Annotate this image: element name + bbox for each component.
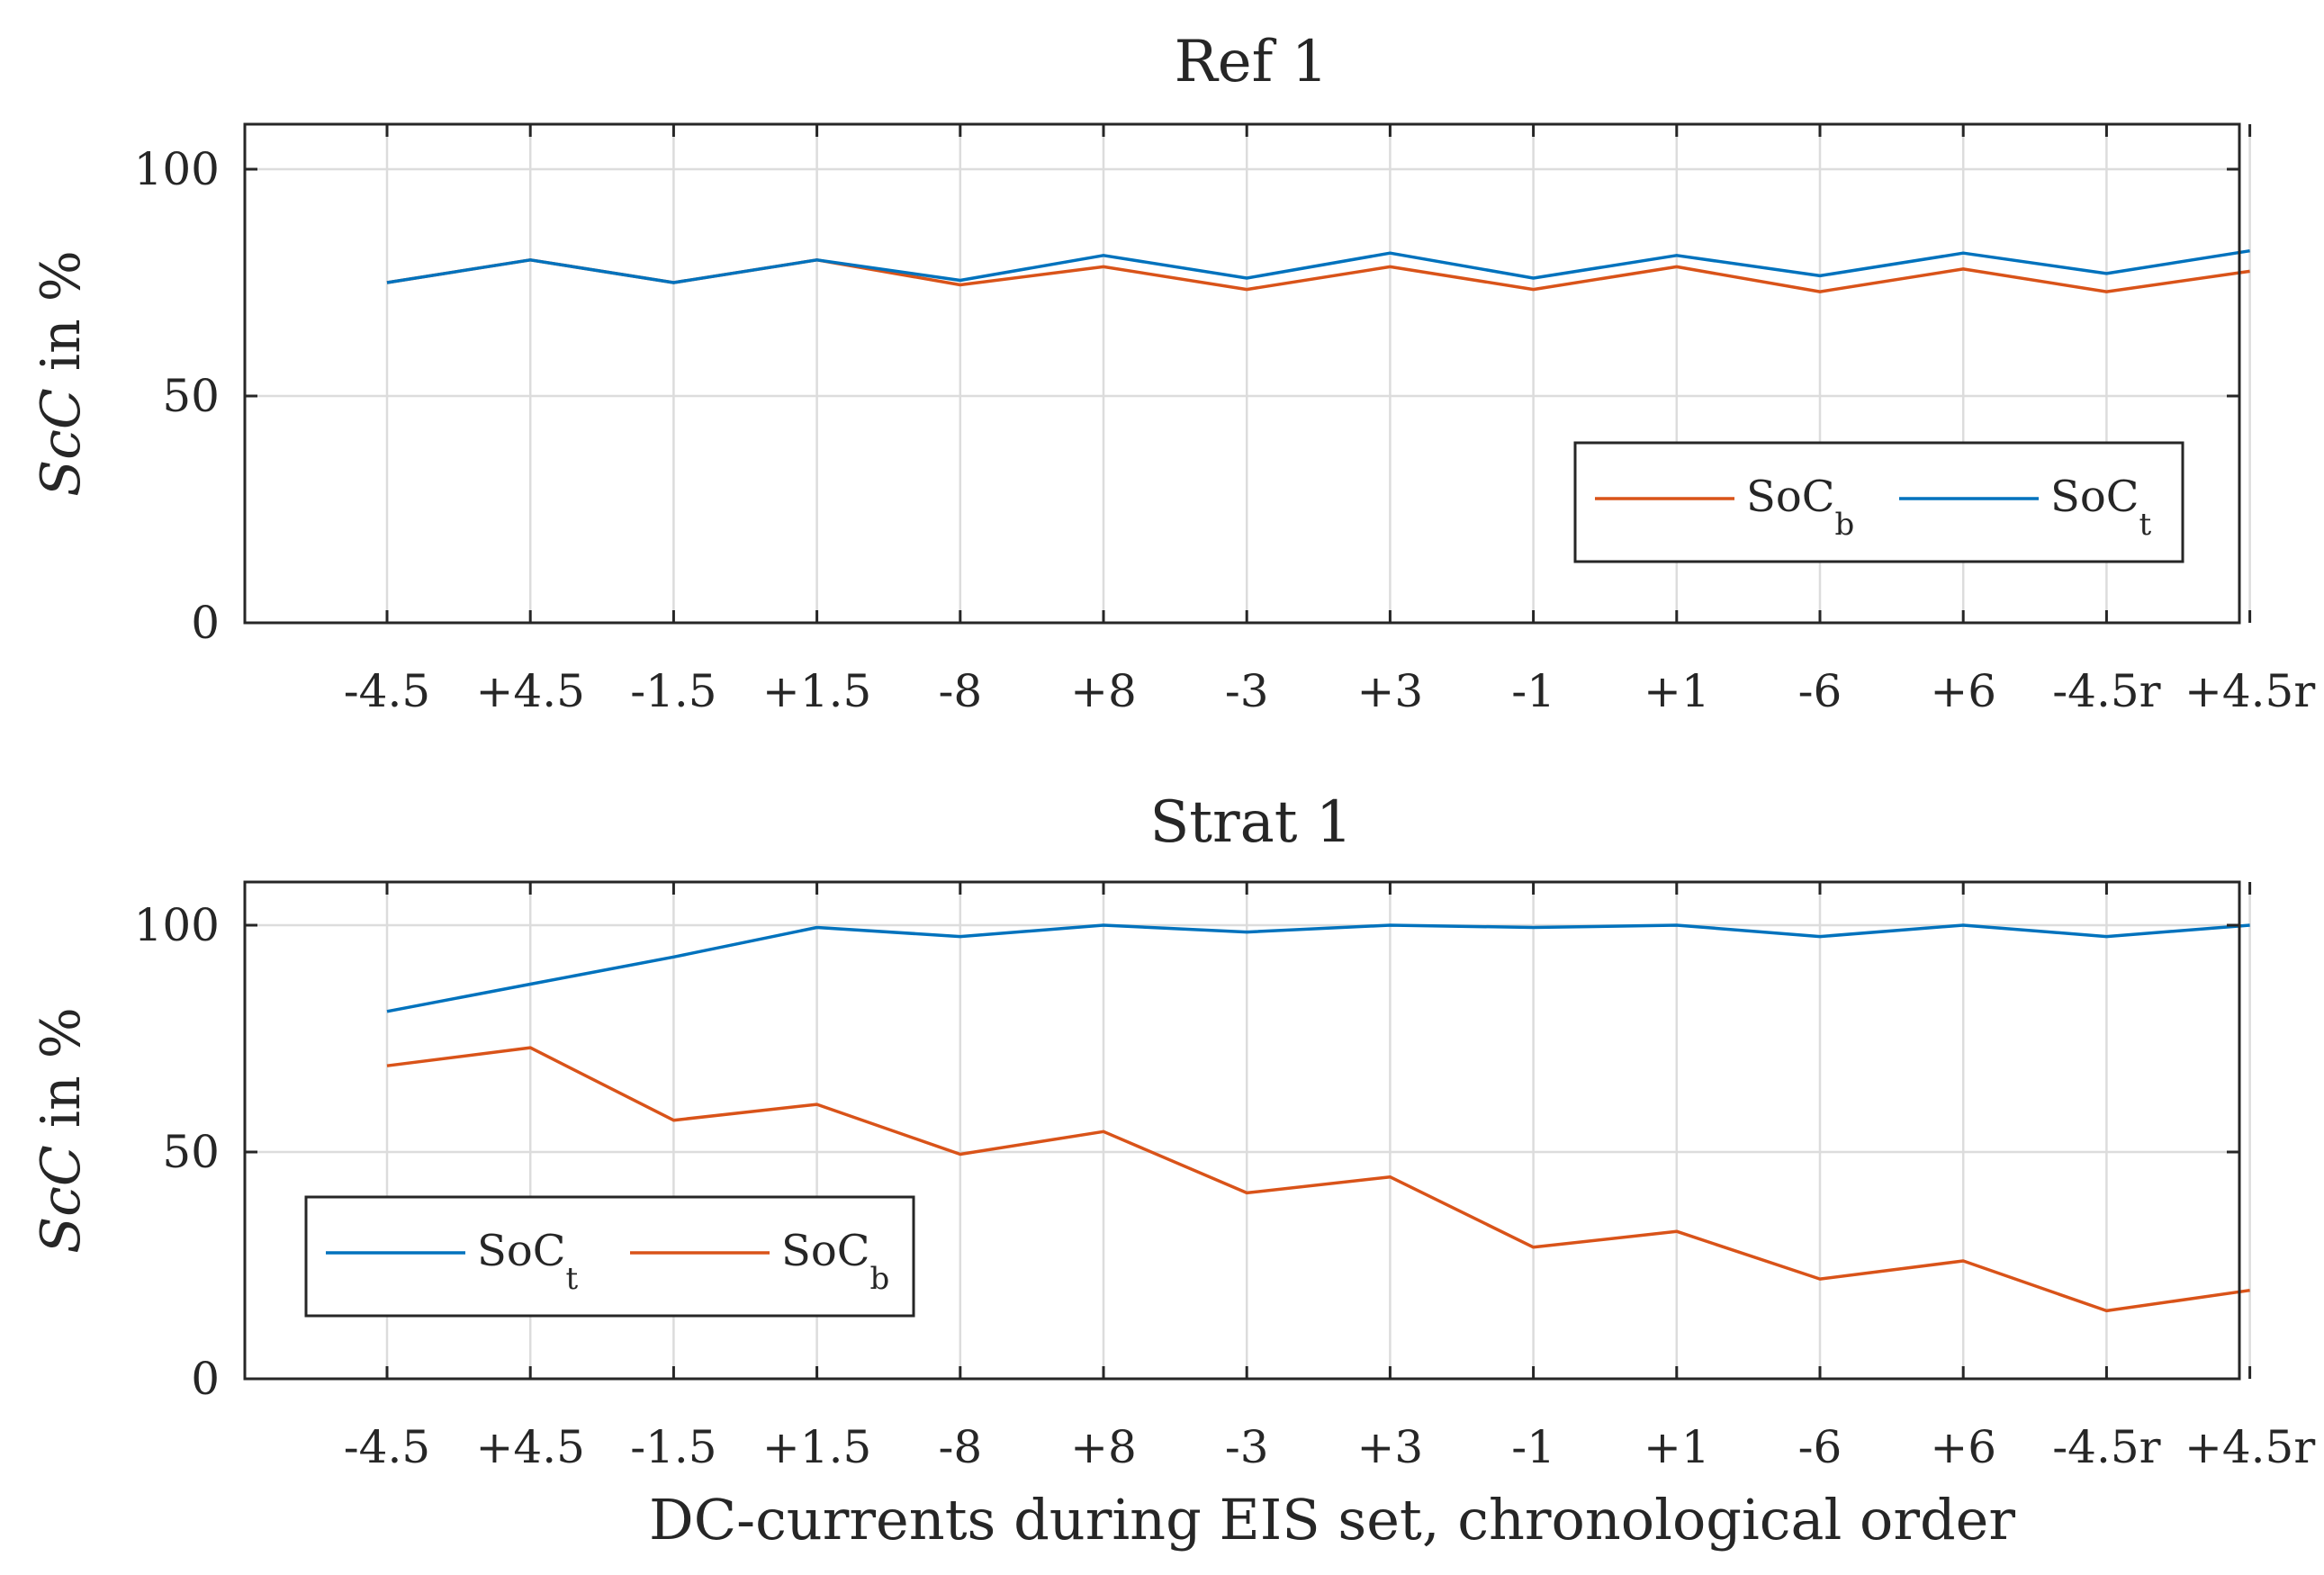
x-tick-label: -1.5 <box>630 1421 716 1473</box>
x-tick-label: -3 <box>1225 665 1269 717</box>
x-tick-label: -6 <box>1798 665 1842 717</box>
y-tick-label: 50 <box>162 1126 220 1178</box>
x-tick-label: +6 <box>1930 1421 1996 1473</box>
x-tick-label: +4.5 <box>475 665 584 717</box>
y-axis-label-symbol: ScC <box>30 388 93 497</box>
x-tick-label: +3 <box>1357 1421 1424 1473</box>
y-tick-label: 100 <box>134 143 220 195</box>
series-line-soc-t <box>386 248 2250 284</box>
y-axis-label-symbol: ScC <box>30 1145 93 1254</box>
x-tick-label: +1.5 <box>762 1421 871 1473</box>
y-tick-label: 0 <box>191 1353 220 1405</box>
x-tick-label: +3 <box>1357 665 1424 717</box>
axes-box <box>243 122 2241 625</box>
legend-label-sub: b <box>1835 507 1855 543</box>
y-axis-label: ScC in % <box>30 250 93 497</box>
x-tick-label: -1.5 <box>630 665 716 717</box>
y-axis-label: ScC in % <box>30 1007 93 1254</box>
x-tick-label: -1 <box>1511 665 1555 717</box>
legend-label: SoCb <box>1746 472 1854 543</box>
axes-box <box>243 880 2241 1381</box>
legend-label-base: SoC <box>781 1226 870 1276</box>
x-tick-label: -4.5 <box>344 665 430 717</box>
legend-label: SoCt <box>2050 472 2152 543</box>
x-tick-label: -6 <box>1798 1421 1842 1473</box>
chart-panel-2: -4.5 +4.5 -1.5 +1.5 -8 +8 -3 +3 -1 +1 -6 +6 -4.5r +4.… <box>30 789 2315 1552</box>
x-tick-label: +1.5 <box>762 665 871 717</box>
x-tick-label: +4.5r <box>2184 665 2315 717</box>
x-tick-label: -4.5r <box>2052 1421 2160 1473</box>
legend-label-base: SoC <box>477 1226 566 1276</box>
x-tick-label: -1 <box>1511 1421 1555 1473</box>
chart-panel-1: -4.5 +4.5 -1.5 +1.5 -8 +8 -3 +3 -1 +1 -6 +6 -4.5r +4.… <box>30 29 2315 717</box>
series-line-soc-t <box>386 923 2250 1013</box>
legend-label: SoCb <box>781 1226 889 1297</box>
y-tick-label: 0 <box>191 597 220 649</box>
legend-label-sub: b <box>870 1261 890 1297</box>
legend-label-sub: t <box>2139 507 2152 543</box>
x-tick-label: -3 <box>1225 1421 1269 1473</box>
legend-label: SoCt <box>477 1226 579 1297</box>
x-tick-label: +4.5 <box>475 1421 584 1473</box>
y-axis-label-unit: in % <box>30 1007 93 1145</box>
x-tick-label: +8 <box>1070 1421 1137 1473</box>
chart-title: Ref 1 <box>1175 29 1329 95</box>
x-tick-label: -4.5r <box>2052 665 2160 717</box>
y-tick-label: 100 <box>134 899 220 951</box>
chart-title: Strat 1 <box>1149 789 1352 856</box>
legend-label-base: SoC <box>1746 472 1835 522</box>
y-tick-label: 50 <box>162 370 220 422</box>
legend-box <box>1573 441 2184 563</box>
legend-label-base: SoC <box>2050 472 2139 522</box>
x-tick-label: -4.5 <box>344 1421 430 1473</box>
x-tick-label: +6 <box>1930 665 1996 717</box>
x-tick-label: -8 <box>938 665 982 717</box>
x-tick-label: +1 <box>1644 665 1710 717</box>
y-axis-label-unit: in % <box>30 250 93 388</box>
x-tick-label: -8 <box>938 1421 982 1473</box>
x-tick-label: +8 <box>1070 665 1137 717</box>
x-axis-label: DC-currents during EIS set, chronologica… <box>649 1487 2015 1552</box>
series-line-soc-b <box>386 1046 2250 1313</box>
legend-box <box>304 1195 915 1318</box>
x-tick-label: +1 <box>1644 1421 1710 1473</box>
legend-label-sub: t <box>566 1261 579 1297</box>
x-tick-label: +4.5r <box>2184 1421 2315 1473</box>
